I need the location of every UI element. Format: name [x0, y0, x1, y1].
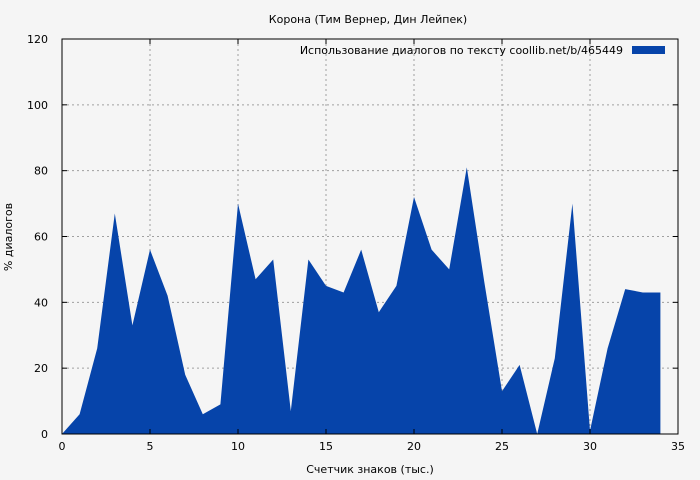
x-axis-label: Счетчик знаков (тыс.): [306, 463, 434, 476]
y-tick-label: 100: [27, 99, 48, 112]
y-axis-label: % диалогов: [2, 203, 15, 271]
y-tick-label: 60: [34, 231, 48, 244]
data-area: [62, 167, 661, 434]
chart-title: Корона (Тим Вернер, Дин Лейпек): [269, 13, 467, 26]
y-tick-label: 120: [27, 33, 48, 46]
legend: Использование диалогов по тексту coollib…: [300, 44, 665, 57]
series-area: [62, 167, 661, 434]
tick-labels: 0 5 10 15 20 25 30 35 0 20 40 60 80 100 120: [27, 33, 685, 453]
y-tick-label: 0: [41, 428, 48, 441]
x-tick-label: 15: [319, 440, 333, 453]
legend-label: Использование диалогов по тексту coollib…: [300, 44, 623, 57]
x-tick-label: 5: [147, 440, 154, 453]
y-tick-label: 80: [34, 165, 48, 178]
legend-swatch: [632, 46, 665, 54]
y-tick-label: 20: [34, 362, 48, 375]
x-tick-label: 20: [407, 440, 421, 453]
x-tick-label: 10: [231, 440, 245, 453]
x-tick-label: 35: [671, 440, 685, 453]
x-tick-label: 30: [583, 440, 597, 453]
axes: [61, 38, 679, 435]
y-tick-label: 40: [34, 296, 48, 309]
x-tick-label: 25: [495, 440, 509, 453]
grid: [62, 39, 678, 434]
x-tick-label: 0: [59, 440, 66, 453]
